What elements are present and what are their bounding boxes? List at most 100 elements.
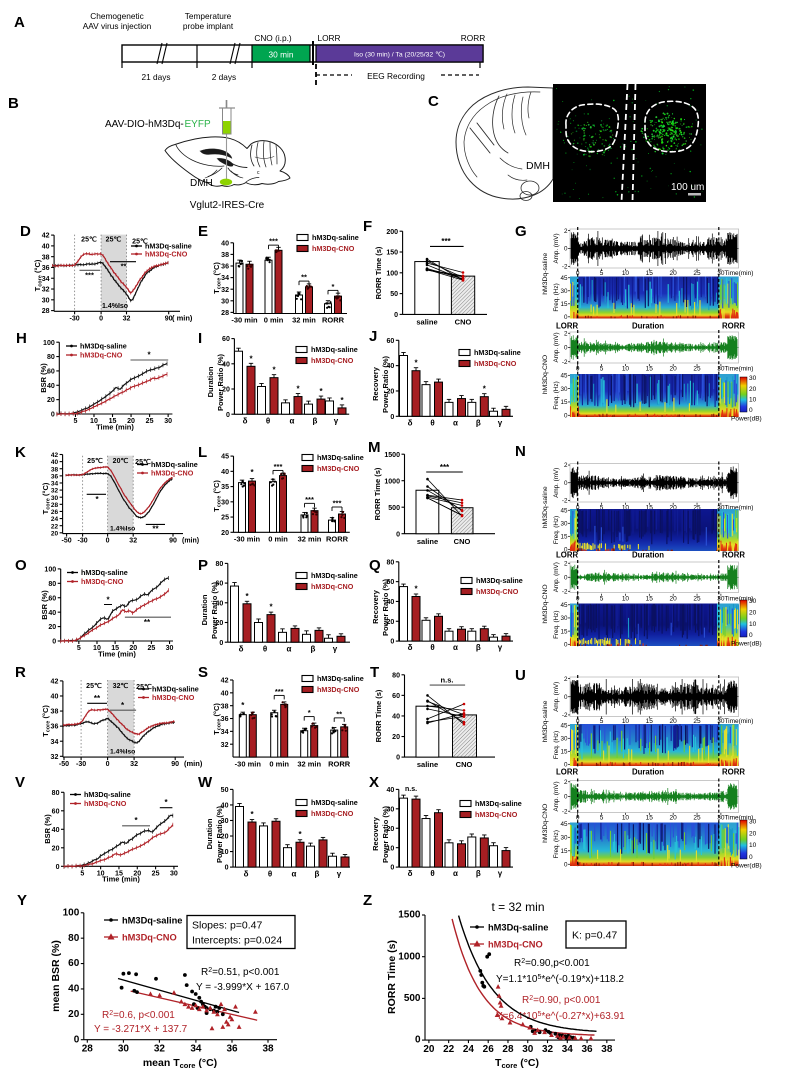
svg-text:hM3Dq-CNO: hM3Dq-CNO [80,351,123,360]
svg-text:hM3Dq-saline: hM3Dq-saline [476,576,523,585]
svg-text:60: 60 [386,579,394,586]
svg-text:hM3Dq-CNO: hM3Dq-CNO [151,469,194,478]
svg-text:α: α [453,419,458,428]
svg-text:90: 90 [171,761,179,768]
svg-text:20: 20 [670,270,678,277]
svg-text:β: β [313,417,318,426]
svg-text:32: 32 [51,488,59,495]
svg-text:90: 90 [169,538,177,545]
svg-text:hM3Dq-CNO: hM3Dq-CNO [317,685,360,694]
svg-text:30: 30 [717,595,725,602]
svg-text:45: 45 [560,821,568,828]
svg-text:Power Ratio (%): Power Ratio (%) [215,805,224,863]
svg-text:(min): (min) [182,538,199,545]
svg-text:AAV virus injection: AAV virus injection [83,21,152,31]
svg-text:hM3Dq-CNO: hM3Dq-CNO [474,359,517,368]
svg-text:Power Ratio (%): Power Ratio (%) [381,578,390,636]
svg-text:80: 80 [48,581,56,588]
svg-text:40: 40 [215,600,223,607]
svg-text:20: 20 [749,610,757,617]
svg-text:Power(dB): Power(dB) [731,641,762,648]
svg-text:25: 25 [221,515,229,522]
svg-text:36: 36 [51,473,59,480]
svg-text:0: 0 [564,574,568,581]
svg-text:30: 30 [166,645,174,652]
svg-text:hM3Dq-saline: hM3Dq-saline [317,453,364,462]
svg-text:30: 30 [386,806,394,813]
svg-text:0: 0 [564,547,568,554]
svg-text:0: 0 [74,1034,80,1045]
svg-text:R: R [15,664,26,681]
svg-text:40: 40 [386,787,394,794]
svg-text:45: 45 [221,454,229,461]
svg-text:θ: θ [430,869,434,878]
svg-text:β: β [315,870,320,879]
svg-text:γ: γ [498,869,503,878]
svg-text:30: 30 [560,386,568,393]
svg-text:Tcore (°C): Tcore (°C) [212,480,223,512]
svg-text:CNO: CNO [455,318,472,327]
svg-text:DMH: DMH [190,178,213,189]
svg-text:10: 10 [622,814,630,821]
svg-text:hM3Dq-saline: hM3Dq-saline [81,568,128,577]
svg-text:Chemogenetic: Chemogenetic [90,11,144,21]
svg-text:A: A [14,14,25,31]
svg-text:15: 15 [560,399,568,406]
svg-text:15: 15 [646,504,654,511]
svg-text:T: T [370,664,379,681]
svg-text:80: 80 [215,561,223,568]
svg-text:32: 32 [51,754,59,761]
svg-text:R2=0.90,p<0.001: R2=0.90,p<0.001 [514,958,590,969]
svg-text:-2: -2 [562,264,568,271]
svg-text:20: 20 [51,530,59,537]
svg-text:2: 2 [564,462,568,469]
svg-text:probe implant: probe implant [183,21,234,31]
svg-text:30: 30 [717,814,725,821]
svg-text:Y=6.4*105*e^(-0.27*x)+63.91: Y=6.4*105*e^(-0.27*x)+63.91 [496,1011,625,1022]
svg-text:36: 36 [581,1044,593,1055]
svg-text:n.s.: n.s. [441,676,454,685]
svg-text:25℃: 25℃ [86,682,102,690]
svg-text:0: 0 [564,345,568,352]
svg-text:28: 28 [51,502,59,509]
svg-text:Tcore (°C): Tcore (°C) [41,482,52,514]
svg-text:0: 0 [52,639,56,646]
svg-text:20: 20 [386,619,394,626]
svg-text:35: 35 [221,484,229,491]
svg-text:-2: -2 [562,588,568,595]
svg-text:0: 0 [390,865,394,872]
svg-text:1.4%Iso: 1.4%Iso [110,749,135,756]
svg-text:*: * [245,592,249,601]
svg-text:Time(min): Time(min) [724,814,753,821]
svg-text:42: 42 [221,678,229,685]
svg-text:DMH: DMH [526,160,550,172]
svg-text:hM3Dq-CNO: hM3Dq-CNO [152,693,195,702]
svg-text:Power Ratio (%): Power Ratio (%) [381,805,390,863]
svg-text:δ: δ [239,645,244,654]
svg-text:0: 0 [396,755,400,762]
svg-text:Duration: Duration [205,818,214,849]
svg-text:10: 10 [749,842,757,849]
svg-text:10: 10 [93,645,101,652]
svg-text:δ: δ [244,870,249,879]
svg-text:150: 150 [386,250,398,257]
svg-text:80: 80 [52,790,60,797]
svg-text:42: 42 [51,452,59,459]
svg-text:U: U [515,667,526,684]
svg-text:0 min: 0 min [269,759,289,768]
svg-text:hM3Dq-saline: hM3Dq-saline [475,799,522,808]
svg-text:Time(min): Time(min) [724,718,753,725]
svg-text:**: ** [144,618,151,627]
svg-text:40: 40 [51,694,59,701]
svg-text:P: P [198,557,208,574]
svg-text:( min): ( min) [172,313,193,322]
svg-text:0 min: 0 min [264,316,284,325]
svg-text:25: 25 [693,814,701,821]
svg-text:20: 20 [670,595,678,602]
svg-text:60: 60 [386,338,394,345]
svg-text:Duration: Duration [632,551,664,560]
svg-text:saline: saline [417,537,438,546]
svg-text:Intercepts: p=0.024: Intercepts: p=0.024 [192,935,282,947]
svg-text:0: 0 [749,854,753,861]
svg-text:80: 80 [392,672,400,679]
